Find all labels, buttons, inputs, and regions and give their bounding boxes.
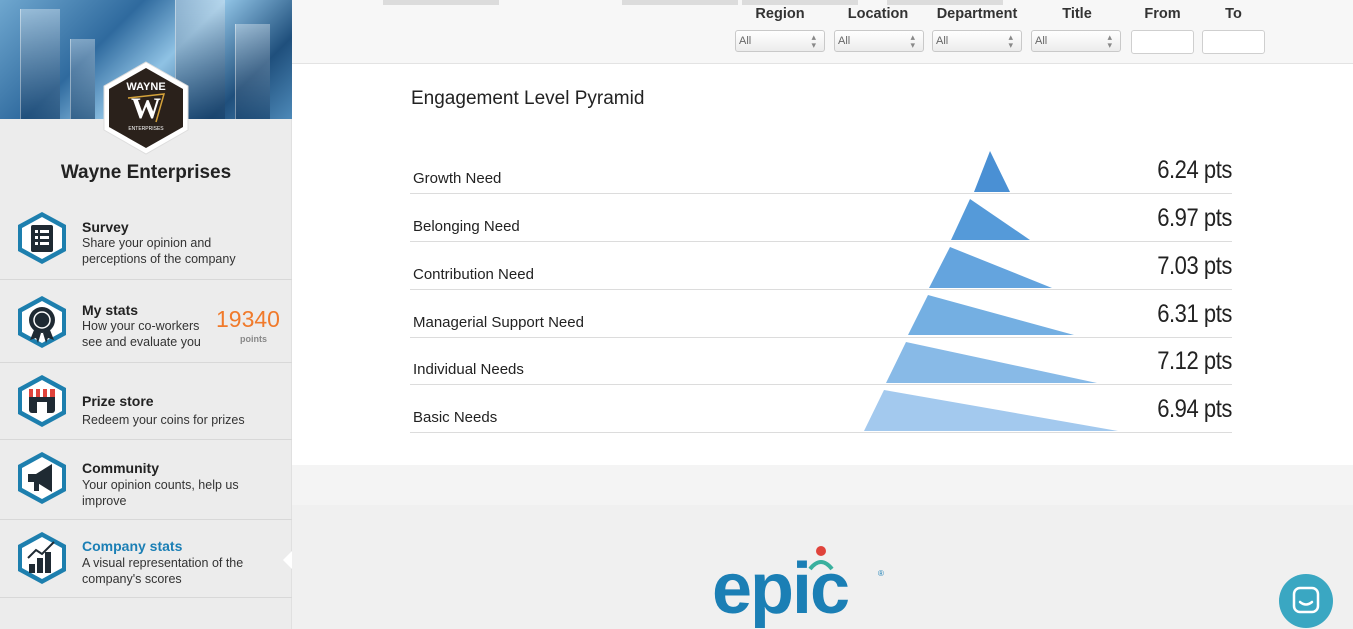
- pyramid-row: Individual Needs 7.12 pts: [410, 337, 1232, 385]
- engagement-pyramid-card: Engagement Level Pyramid Growth Need 6.2…: [292, 64, 1353, 465]
- company-name: Wayne Enterprises: [60, 162, 232, 183]
- location-select[interactable]: All ▴ ▾: [834, 30, 924, 52]
- pyramid-row-label: Contribution Need: [413, 266, 534, 283]
- to-label: To: [1225, 6, 1242, 22]
- pyramid-tier-managerial-support-need: [908, 295, 1074, 335]
- department-select[interactable]: All ▴ ▾: [932, 30, 1022, 52]
- medal-icon: [18, 296, 66, 348]
- sidebar-menu: Survey Share your opinion and perception…: [0, 200, 293, 598]
- store-icon: [18, 375, 66, 427]
- from-label: From: [1144, 6, 1181, 22]
- svg-text:ENTERPRISES: ENTERPRISES: [128, 126, 164, 132]
- sidebar-item-description: Share your opinion and perceptions of th…: [82, 236, 236, 266]
- select-arrows-icon: ▴ ▾: [811, 32, 816, 50]
- pyramid-row-label: Basic Needs: [413, 409, 498, 426]
- content-spacer: [292, 465, 1353, 505]
- pyramid-tier-basic-needs: [864, 390, 1118, 431]
- sidebar-item-label: My stats: [82, 302, 139, 318]
- sidebar-item-label: Prize store: [82, 393, 154, 409]
- card-title: Engagement Level Pyramid: [411, 88, 645, 109]
- pyramid-row-label: Belonging Need: [413, 218, 520, 235]
- sidebar-item-description: Redeem your coins for prizes: [82, 413, 245, 427]
- company-banner-image: [0, 0, 292, 119]
- bar-chart-icon: [18, 532, 66, 584]
- tab[interactable]: [742, 0, 858, 5]
- pyramid-row-value: 6.94 pts: [1157, 395, 1232, 423]
- svg-text:WAYNE: WAYNE: [126, 81, 165, 93]
- sidebar-item-description: How your co-workers see and evaluate you: [82, 319, 201, 349]
- filter-bar: Region All ▴ ▾ Location All ▴ ▾ Department A…: [292, 0, 1353, 64]
- chat-launcher-button[interactable]: [1279, 574, 1333, 628]
- active-indicator: [283, 550, 293, 570]
- sidebar-item-description: Your opinion counts, help us improve: [82, 478, 239, 508]
- sidebar-item-my-stats[interactable]: My stats How your co-workers see and eva…: [0, 280, 292, 363]
- pyramid-row-value: 7.03 pts: [1157, 252, 1232, 280]
- sidebar-item-label: Community: [82, 460, 159, 476]
- pyramid-tier-contribution-need: [929, 247, 1052, 288]
- select-arrows-icon: ▴ ▾: [1008, 32, 1013, 50]
- megaphone-icon: [18, 452, 66, 504]
- sidebar-item-community[interactable]: Community Your opinion counts, help us i…: [0, 440, 292, 520]
- sidebar: WAYNE W ENTERPRISES Wayne Enterprises Su…: [0, 0, 293, 629]
- tab[interactable]: [622, 0, 738, 5]
- pyramid-chart: [864, 151, 1118, 431]
- title-select[interactable]: All ▴ ▾: [1031, 30, 1121, 52]
- sidebar-item-description: A visual representation of the company's…: [82, 556, 244, 586]
- sidebar-item-prize-store[interactable]: Prize store Redeem your coins for prizes: [0, 363, 292, 440]
- pyramid-row: Growth Need 6.24 pts: [410, 146, 1232, 194]
- pyramid-row-value: 6.31 pts: [1157, 300, 1232, 328]
- title-label: Title: [1062, 6, 1092, 22]
- from-date-input[interactable]: [1131, 30, 1194, 54]
- region-label: Region: [755, 6, 805, 22]
- sidebar-item-company-stats[interactable]: Company stats A visual representation of…: [0, 520, 293, 598]
- pyramid-row: Contribution Need 7.03 pts: [410, 242, 1232, 290]
- footer: epic ®: [292, 505, 1353, 629]
- registered-mark: ®: [878, 569, 884, 578]
- survey-list-icon: [18, 212, 66, 264]
- sidebar-item-label: Survey: [82, 219, 129, 235]
- pyramid-row-label: Managerial Support Need: [413, 314, 584, 331]
- sidebar-item-survey[interactable]: Survey Share your opinion and perception…: [0, 200, 292, 280]
- pyramid-tier-individual-needs: [886, 342, 1097, 383]
- pyramid-row-value: 7.12 pts: [1157, 347, 1232, 375]
- sidebar-item-label: Company stats: [82, 538, 183, 554]
- pyramid-row-label: Growth Need: [413, 170, 502, 187]
- select-arrows-icon: ▴ ▾: [1107, 32, 1112, 50]
- pyramid-tier-growth-need: [974, 151, 1010, 192]
- pyramid-row-value: 6.97 pts: [1157, 204, 1232, 232]
- pyramid-row-value: 6.24 pts: [1157, 156, 1232, 184]
- tab[interactable]: [383, 0, 499, 5]
- region-select[interactable]: All ▴ ▾: [735, 30, 825, 52]
- epic-logo: epic: [712, 549, 850, 629]
- chat-icon: [1292, 586, 1320, 614]
- tab[interactable]: [887, 0, 1003, 5]
- department-label: Department: [936, 6, 1018, 22]
- points-value: 19340: [216, 306, 280, 332]
- points-label: points: [240, 334, 267, 344]
- pyramid-row: Belonging Need 6.97 pts: [410, 194, 1232, 242]
- company-logo: WAYNE W ENTERPRISES: [103, 61, 189, 155]
- pyramid-tier-belonging-need: [951, 199, 1030, 240]
- to-date-input[interactable]: [1202, 30, 1265, 54]
- location-label: Location: [847, 6, 909, 22]
- pyramid-row: Basic Needs 6.94 pts: [410, 385, 1232, 433]
- epic-logo-figure-icon: [808, 546, 834, 571]
- pyramid-row: Managerial Support Need 6.31 pts: [410, 290, 1232, 338]
- pyramid-row-label: Individual Needs: [413, 361, 524, 378]
- select-arrows-icon: ▴ ▾: [910, 32, 915, 50]
